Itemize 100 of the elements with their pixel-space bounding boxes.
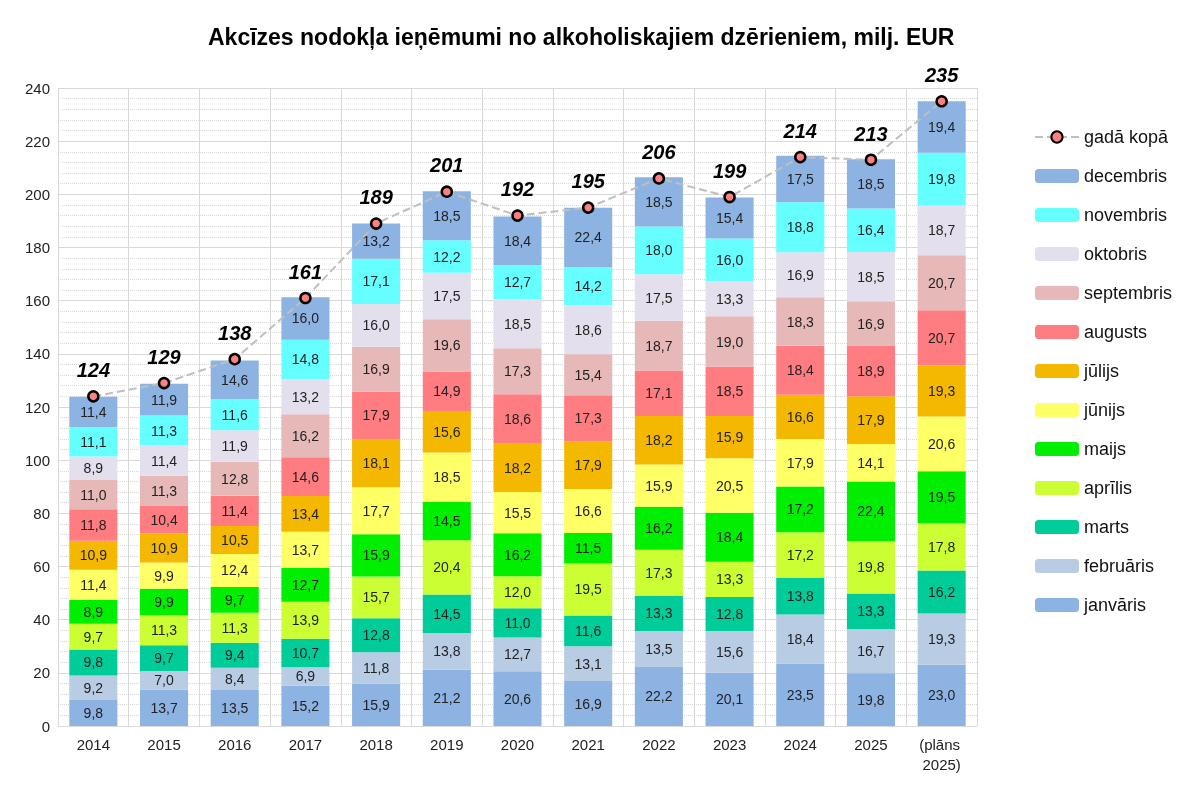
bar <box>281 379 330 415</box>
data-label: 11,9 <box>221 437 249 454</box>
data-label: 11,8 <box>363 660 390 677</box>
bar <box>352 258 401 305</box>
bar <box>210 495 259 527</box>
data-label: 16,2 <box>291 427 320 444</box>
data-label: 15,2 <box>291 697 320 714</box>
data-label: 11,3 <box>150 482 178 499</box>
bar <box>564 441 613 489</box>
y-tick-label: 200 <box>24 185 50 203</box>
bar <box>564 354 613 396</box>
bar <box>634 595 683 632</box>
data-label: 19,5 <box>928 489 956 506</box>
bar <box>352 439 401 488</box>
data-label: 11,4 <box>80 403 107 420</box>
data-label: 13,8 <box>433 643 461 660</box>
bar <box>705 281 754 317</box>
bar <box>634 506 683 550</box>
data-label: 189 <box>359 186 394 209</box>
data-label: 20,7 <box>928 274 956 291</box>
bar <box>422 452 471 502</box>
bar <box>634 274 683 321</box>
bar <box>493 216 542 266</box>
data-label: 20,7 <box>928 329 956 346</box>
bar <box>281 685 330 726</box>
data-label: 16,9 <box>362 361 390 378</box>
data-label: 17,5 <box>786 171 815 188</box>
data-label: 9,7 <box>225 591 245 608</box>
data-label: 15,9 <box>362 547 390 564</box>
data-label: 9,7 <box>83 628 104 645</box>
x-tick-label: 2017 <box>288 735 323 753</box>
data-label: 14,9 <box>433 383 461 400</box>
data-label: 9,2 <box>83 679 104 696</box>
data-label: 14,8 <box>291 351 320 368</box>
data-label: 10,7 <box>291 645 320 662</box>
data-label: 15,9 <box>715 429 744 446</box>
data-label: 6,9 <box>295 668 316 685</box>
data-label: 16,9 <box>857 315 885 332</box>
bar <box>846 443 895 482</box>
bar <box>705 672 754 726</box>
data-label: 129 <box>147 345 182 368</box>
data-label: 13,4 <box>291 505 320 522</box>
data-label: 15,7 <box>362 589 390 606</box>
data-label: 16,0 <box>291 310 320 327</box>
data-label: 11,0 <box>504 614 531 631</box>
y-tick-label: 60 <box>33 558 50 575</box>
bar <box>776 438 825 487</box>
data-label: 11,0 <box>80 486 107 503</box>
bar <box>210 430 259 462</box>
data-label: 13,3 <box>645 605 673 622</box>
bar <box>705 458 754 513</box>
data-label: 18,5 <box>715 383 744 400</box>
bar <box>846 396 895 444</box>
chart-title: Akcīzes nodokļa ieņēmumi no alkoholiskajiem dzērieniem, milj. EUR <box>208 23 955 50</box>
data-label: 16,0 <box>362 317 390 334</box>
legend-label: janvāris <box>1082 595 1146 615</box>
data-label: 201 <box>429 154 464 177</box>
data-label: 10,9 <box>150 540 178 557</box>
data-label: 192 <box>500 178 535 201</box>
data-label: 16,6 <box>574 502 603 519</box>
bar <box>210 554 259 587</box>
data-label: 199 <box>712 159 748 182</box>
bar <box>776 577 825 615</box>
bar <box>846 628 895 674</box>
data-label: 17,9 <box>857 412 885 429</box>
data-label: 22,2 <box>645 688 673 705</box>
y-tick-label: 80 <box>33 504 50 522</box>
x-tick-label: 2015 <box>147 735 181 753</box>
data-label: 15,5 <box>503 504 532 521</box>
data-label: 9,7 <box>154 650 174 667</box>
data-label: 10,9 <box>79 547 108 564</box>
data-label: 13,5 <box>221 700 249 717</box>
data-label: 20,5 <box>715 477 744 494</box>
bar <box>69 699 118 726</box>
bar <box>564 395 613 442</box>
data-label: 13,3 <box>715 290 744 307</box>
bar <box>422 669 471 726</box>
data-label: 206 <box>641 141 677 164</box>
data-label: 18,5 <box>433 469 461 486</box>
data-label: 16,6 <box>786 408 815 425</box>
bar <box>705 597 754 632</box>
data-label: 11,3 <box>150 622 178 639</box>
data-label: 22,4 <box>857 503 885 520</box>
bar <box>352 391 401 440</box>
y-tick-label: 40 <box>33 611 50 629</box>
data-label: 12,7 <box>503 646 532 663</box>
data-label: 11,4 <box>80 576 107 593</box>
bar <box>493 671 542 726</box>
data-label: 17,9 <box>786 454 815 471</box>
data-label: 18,7 <box>928 222 956 239</box>
bar <box>564 267 613 305</box>
data-label: 11,4 <box>150 452 178 469</box>
bar <box>705 561 754 598</box>
bar <box>846 301 895 347</box>
bar <box>352 346 401 392</box>
data-label: 11,3 <box>150 422 178 439</box>
data-label: 16,4 <box>857 222 885 239</box>
data-label: 15,6 <box>433 423 461 440</box>
data-label: 23,5 <box>786 686 815 703</box>
data-label: 20,6 <box>503 690 532 707</box>
